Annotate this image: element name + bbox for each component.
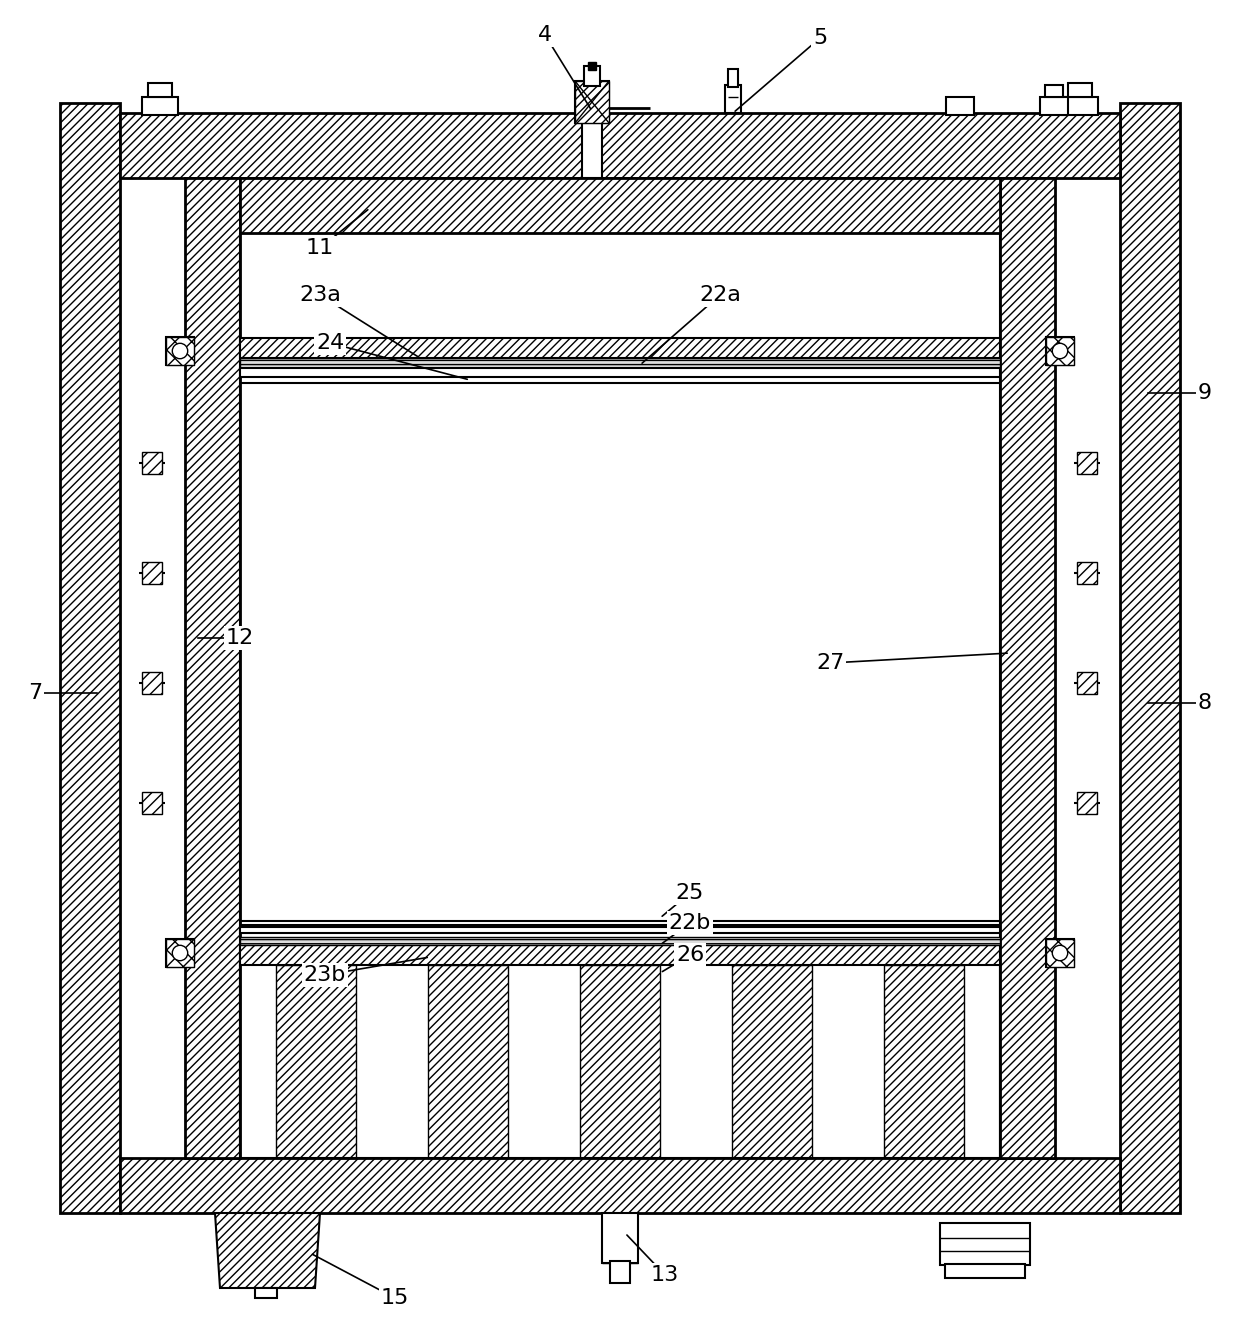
Bar	[166, 938, 193, 966]
Bar	[575, 81, 609, 123]
Text: 4: 4	[538, 25, 552, 45]
Text: 7: 7	[29, 682, 42, 702]
Bar	[166, 337, 193, 365]
Bar	[241, 179, 999, 233]
Bar	[582, 103, 601, 179]
Bar	[575, 81, 609, 123]
Bar	[1047, 938, 1074, 966]
Text: 12: 12	[226, 628, 254, 648]
Bar	[601, 1213, 639, 1262]
Bar	[148, 83, 172, 97]
Bar	[255, 1288, 277, 1298]
Text: 8: 8	[1198, 693, 1211, 713]
Text: 23b: 23b	[304, 965, 346, 985]
Text: 22b: 22b	[668, 913, 712, 933]
Bar	[1078, 452, 1097, 475]
Bar	[1120, 103, 1180, 1213]
Text: 24: 24	[316, 333, 345, 353]
Bar	[580, 965, 660, 1158]
Bar	[946, 97, 973, 115]
Bar	[143, 97, 179, 115]
Text: 5: 5	[813, 28, 827, 48]
Text: 27: 27	[816, 653, 844, 673]
Bar	[120, 113, 1120, 179]
Bar	[277, 965, 356, 1158]
Text: 26: 26	[676, 945, 704, 965]
Bar	[733, 965, 811, 1158]
Bar	[945, 1264, 1025, 1278]
Circle shape	[172, 945, 187, 961]
Bar	[60, 103, 120, 1213]
Bar	[940, 1222, 1030, 1265]
Bar	[1078, 563, 1097, 584]
Bar	[1045, 85, 1063, 97]
Bar	[728, 69, 738, 87]
Bar	[143, 672, 162, 694]
Bar	[725, 85, 742, 113]
Circle shape	[172, 344, 187, 359]
Text: 11: 11	[306, 239, 334, 259]
Bar	[241, 368, 999, 377]
Text: 13: 13	[651, 1265, 680, 1285]
Bar	[1061, 97, 1097, 115]
Bar	[166, 938, 193, 966]
Bar	[588, 63, 596, 71]
Bar	[1068, 83, 1092, 97]
Bar	[143, 452, 162, 475]
Bar	[584, 67, 600, 87]
Bar	[1078, 792, 1097, 814]
Text: 9: 9	[1198, 383, 1211, 403]
Bar	[610, 1261, 630, 1282]
Bar	[241, 339, 999, 359]
Bar	[241, 937, 999, 945]
Bar	[120, 1158, 1120, 1213]
Circle shape	[1053, 945, 1068, 961]
Bar	[884, 965, 963, 1158]
Bar	[429, 965, 507, 1158]
Text: 22a: 22a	[699, 285, 742, 305]
Bar	[143, 792, 162, 814]
Bar	[241, 965, 999, 1158]
Bar	[241, 233, 999, 1158]
Bar	[1078, 672, 1097, 694]
Bar	[166, 337, 193, 365]
Bar	[241, 926, 999, 933]
Bar	[1040, 97, 1068, 115]
Bar	[1047, 337, 1074, 365]
Text: 23a: 23a	[299, 285, 341, 305]
Text: 15: 15	[381, 1288, 409, 1308]
Bar	[999, 179, 1055, 1158]
Text: 25: 25	[676, 882, 704, 902]
Bar	[1047, 938, 1074, 966]
Bar	[241, 945, 999, 965]
Polygon shape	[215, 1213, 320, 1288]
Bar	[143, 563, 162, 584]
Bar	[241, 359, 999, 368]
Bar	[185, 179, 241, 1158]
Circle shape	[1053, 344, 1068, 359]
Bar	[1047, 337, 1074, 365]
